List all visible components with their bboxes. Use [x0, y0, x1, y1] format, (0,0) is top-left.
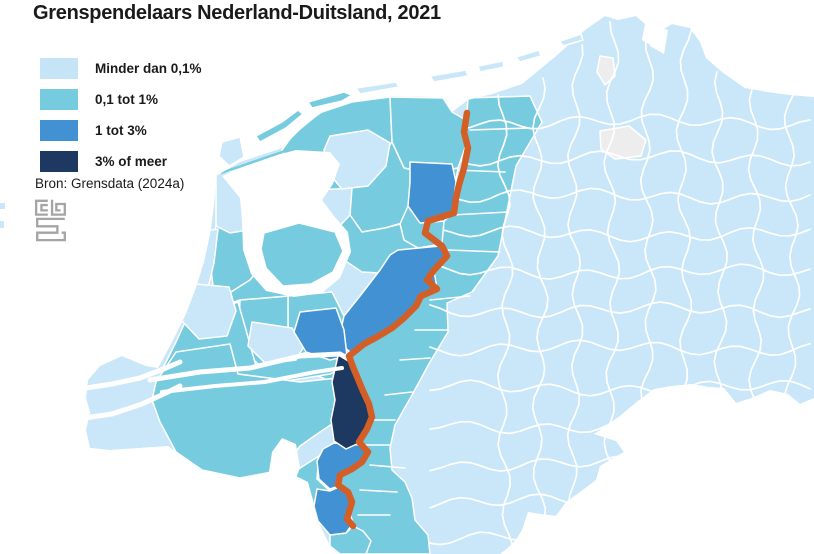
- region-boundary: [86, 383, 183, 421]
- map-region: [407, 161, 457, 224]
- legend-swatch-1: [40, 89, 78, 110]
- legend-item-0: Minder dan 0,1%: [40, 58, 202, 79]
- cbs-logo-b: [50, 199, 66, 216]
- map-fragment: [0, 221, 4, 228]
- legend: Minder dan 0,1% 0,1 tot 1% 1 tot 3% 3% of m…: [40, 58, 202, 182]
- map-region: [260, 222, 344, 287]
- legend-item-2: 1 tot 3%: [40, 120, 202, 141]
- map-region: [559, 33, 584, 47]
- region-boundary: [429, 263, 811, 280]
- region-boundary: [469, 127, 531, 131]
- legend-swatch-3: [40, 151, 78, 172]
- legend-label-0: Minder dan 0,1%: [95, 61, 202, 76]
- map-region: [477, 60, 505, 73]
- region-boundary: [531, 77, 549, 554]
- figure-title: Grenspendelaars Nederland-Duitsland, 202…: [33, 2, 441, 24]
- map-region: [255, 109, 304, 143]
- region-boundary: [160, 366, 344, 394]
- legend-label-1: 0,1 tot 1%: [95, 92, 159, 107]
- map-region: [355, 81, 400, 95]
- region-boundary: [384, 391, 413, 396]
- belgium-notch: [268, 438, 300, 478]
- region-boundary: [429, 379, 811, 397]
- map-region: [307, 91, 353, 109]
- map-region: [515, 49, 542, 63]
- region-boundary: [429, 295, 471, 301]
- wadden-islands: [218, 33, 584, 167]
- region-boundary: [359, 489, 398, 493]
- legend-label-3: 3% of meer: [95, 154, 168, 169]
- region-boundary: [147, 351, 353, 383]
- region-boundary: [429, 187, 811, 205]
- source-note: Bron: Grensdata (2024a): [35, 176, 185, 191]
- germany-no-data-regions: [596, 55, 647, 160]
- map-region: [247, 321, 305, 365]
- map-fragment: [0, 203, 5, 209]
- legend-swatch-2: [40, 120, 78, 141]
- cbs-logo-c: [34, 199, 48, 216]
- region-boundary: [429, 150, 811, 167]
- region-boundary: [429, 301, 811, 319]
- region-boundary: [86, 359, 183, 391]
- legend-label-2: 1 tot 3%: [95, 123, 147, 138]
- legend-swatch-0: [40, 58, 78, 79]
- region-boundary: [429, 339, 811, 357]
- afsluitdijk: [220, 149, 286, 175]
- legend-item-1: 0,1 tot 1%: [40, 89, 202, 110]
- map-region: [599, 125, 647, 160]
- region-boundary: [429, 113, 811, 131]
- nl-de-border-line: [334, 109, 472, 530]
- region-boundary: [399, 357, 431, 361]
- legend-item-3: 3% of meer: [40, 151, 202, 172]
- region-boundary: [369, 464, 406, 469]
- map-region: [218, 136, 245, 167]
- cbs-logo-c-inner: [40, 203, 48, 212]
- region-boundary: [451, 211, 509, 216]
- region-boundary: [429, 225, 811, 243]
- cbs-logo-s: [36, 217, 66, 242]
- map-region: [429, 69, 469, 83]
- region-boundary: [566, 44, 584, 554]
- cbs-logo: [34, 199, 66, 242]
- region-boundary: [447, 249, 501, 253]
